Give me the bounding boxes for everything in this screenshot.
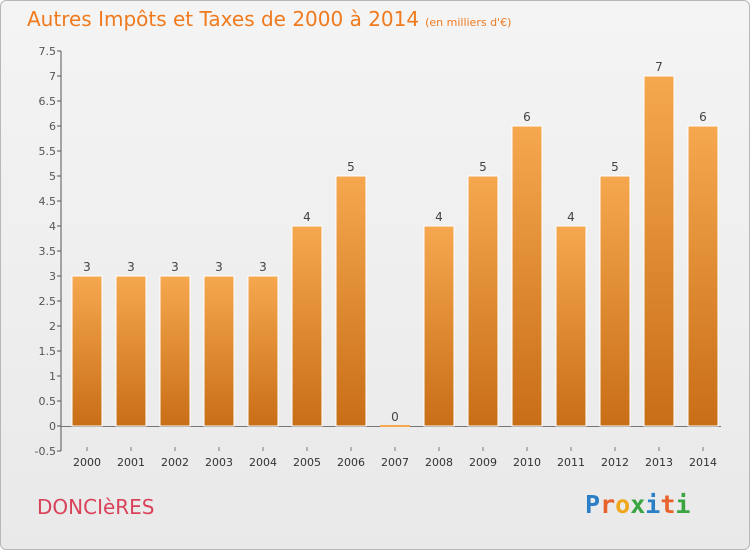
x-tick-label: 2009 xyxy=(469,456,497,469)
chart-title: Autres Impôts et Taxes de 2000 à 2014 (en… xyxy=(27,7,511,31)
x-tick-label: 2014 xyxy=(689,456,717,469)
bar xyxy=(599,175,631,427)
x-tick-label: 2001 xyxy=(117,456,145,469)
x-tick-label: 2011 xyxy=(557,456,585,469)
data-label: 4 xyxy=(303,210,311,224)
data-label: 3 xyxy=(259,260,267,274)
y-tick-label: -0.5 xyxy=(35,445,56,458)
bar-layer: 3 3 3 3 3 4 5 0 4 5 6 4 5 7 6 xyxy=(71,60,719,427)
chart-subtitle: (en milliers d'€) xyxy=(425,16,512,29)
data-label: 6 xyxy=(523,110,531,124)
y-tick-label: 0.5 xyxy=(39,395,57,408)
data-label: 6 xyxy=(699,110,707,124)
y-tick-label: 2.5 xyxy=(39,295,57,308)
y-tick-label: 6.5 xyxy=(39,95,57,108)
y-tick-label: 3 xyxy=(49,270,56,283)
x-tick-label: 2008 xyxy=(425,456,453,469)
y-tick-label: 3.5 xyxy=(39,245,57,258)
data-label: 0 xyxy=(391,410,399,424)
y-tick-label: 1 xyxy=(49,370,56,383)
y-tick-label: 7.5 xyxy=(39,45,57,58)
data-label: 4 xyxy=(567,210,575,224)
axis-layer: -0.5 0 0.5 1 1.5 2 2.5 3 3.5 4 4.5 5 5.5 6 6.5 7 7.5 2000… xyxy=(35,45,721,469)
bar xyxy=(291,225,323,427)
x-tick-label: 2006 xyxy=(337,456,365,469)
bar xyxy=(467,175,499,427)
proxiti-logo[interactable]: Proxiti xyxy=(585,490,690,519)
data-label: 3 xyxy=(215,260,223,274)
y-tick-label: 0 xyxy=(49,420,56,433)
bar xyxy=(380,425,410,427)
logo-letter: t xyxy=(660,490,676,519)
bar xyxy=(643,75,675,427)
data-label: 7 xyxy=(655,60,663,74)
y-tick-label: 2 xyxy=(49,320,56,333)
bar xyxy=(159,275,191,427)
bar xyxy=(555,225,587,427)
bar xyxy=(687,125,719,427)
logo-letter: o xyxy=(615,490,631,519)
logo-letter: x xyxy=(630,490,646,519)
x-tick-label: 2013 xyxy=(645,456,673,469)
logo-letter: i xyxy=(675,490,691,519)
y-tick-label: 1.5 xyxy=(39,345,57,358)
x-tick-label: 2005 xyxy=(293,456,321,469)
bar xyxy=(71,275,103,427)
y-tick-label: 7 xyxy=(49,70,56,83)
x-tick-label: 2003 xyxy=(205,456,233,469)
y-tick-label: 5 xyxy=(49,170,56,183)
x-tick-label: 2010 xyxy=(513,456,541,469)
x-tick-label: 2004 xyxy=(249,456,277,469)
bar xyxy=(335,175,367,427)
bar xyxy=(511,125,543,427)
x-tick-label: 2000 xyxy=(73,456,101,469)
bar xyxy=(423,225,455,427)
logo-letter: i xyxy=(645,490,661,519)
data-label: 5 xyxy=(479,160,487,174)
logo-letter: P xyxy=(585,490,601,519)
data-label: 4 xyxy=(435,210,443,224)
y-tick-label: 6 xyxy=(49,120,56,133)
x-tick-label: 2012 xyxy=(601,456,629,469)
x-tick-label: 2007 xyxy=(381,456,409,469)
y-tick-label: 5.5 xyxy=(39,145,57,158)
bar xyxy=(247,275,279,427)
bar xyxy=(115,275,147,427)
y-tick-label: 4 xyxy=(49,220,56,233)
data-label: 3 xyxy=(127,260,135,274)
bar xyxy=(203,275,235,427)
place-name: DONCIèRES xyxy=(37,495,155,519)
x-tick-label: 2002 xyxy=(161,456,189,469)
data-label: 3 xyxy=(171,260,179,274)
data-label: 3 xyxy=(83,260,91,274)
chart-title-text: Autres Impôts et Taxes de 2000 à 2014 xyxy=(27,7,420,31)
logo-letter: r xyxy=(600,490,616,519)
data-label: 5 xyxy=(611,160,619,174)
y-tick-label: 4.5 xyxy=(39,195,57,208)
data-label: 5 xyxy=(347,160,355,174)
